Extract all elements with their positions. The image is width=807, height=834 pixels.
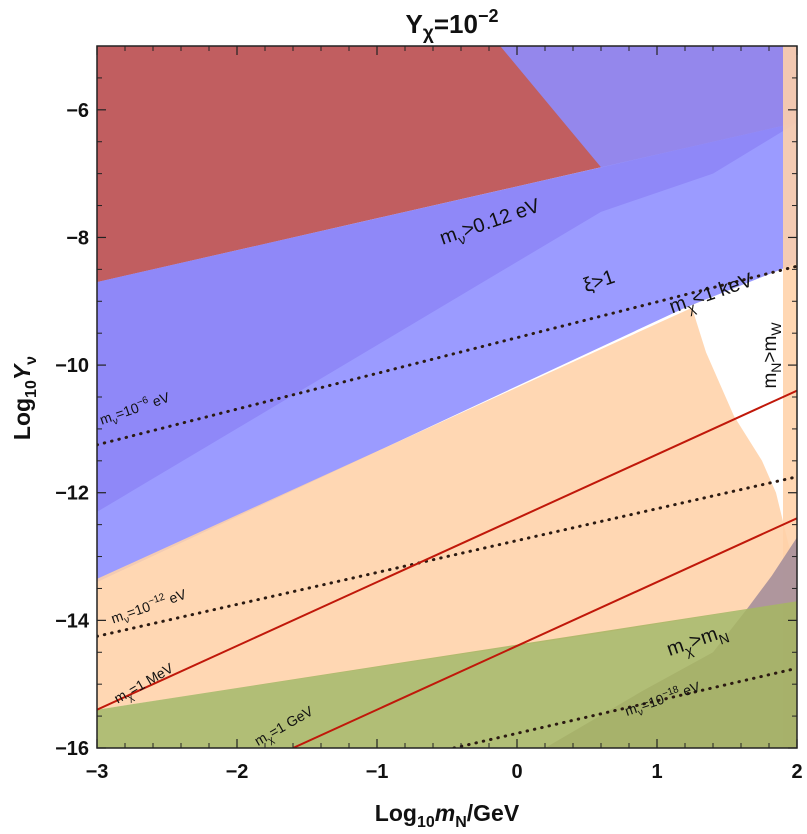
line-m-nu-1e-6-ev	[97, 264, 797, 447]
line-m-nu-1e-18-ev	[452, 666, 797, 748]
y-tick-label: −12	[55, 483, 89, 505]
line-m-chi-1-mev	[97, 389, 797, 711]
x-axis-label: Log10mN/GeV	[375, 800, 520, 831]
annotation-a4: mN>mW	[760, 322, 784, 389]
region-green	[97, 601, 797, 748]
x-tick-label: 0	[511, 761, 522, 783]
line-m-nu-1e-12-ev	[97, 475, 797, 638]
y-tick-label: −14	[55, 610, 90, 632]
y-tick-label: −10	[55, 355, 89, 377]
x-tick-label: −2	[226, 761, 249, 783]
line-layer	[97, 264, 797, 748]
y-tick-label: −8	[66, 227, 89, 249]
region-m-chi-1-kev	[97, 46, 797, 583]
x-tick-label: 2	[791, 761, 802, 783]
title-subscript: χ	[423, 23, 434, 44]
tick-layer: −3 −2 −1 0 1 2−16−14−12−10−8−6	[55, 45, 803, 783]
annotation-a7: mν=10−18 eV	[622, 677, 704, 723]
region-allowed-peach	[97, 307, 797, 710]
line-m-chi-1-gev	[292, 517, 797, 748]
chart-title: Yχ=10−2	[406, 6, 499, 44]
region-layer	[97, 46, 797, 748]
x-tick-label: −1	[366, 761, 389, 783]
y-tick-label: −16	[55, 738, 89, 760]
title-superscript: −2	[478, 6, 499, 26]
x-tick-label: −3	[86, 761, 109, 783]
y-tick-label: −6	[66, 100, 89, 122]
annotation-a6: mν=10−12 eV	[109, 585, 191, 631]
x-tick-label: 1	[651, 761, 662, 783]
annotation-a5: mν=10−6 eV	[97, 388, 173, 432]
y-axis-label: Log10Yν	[9, 356, 40, 440]
